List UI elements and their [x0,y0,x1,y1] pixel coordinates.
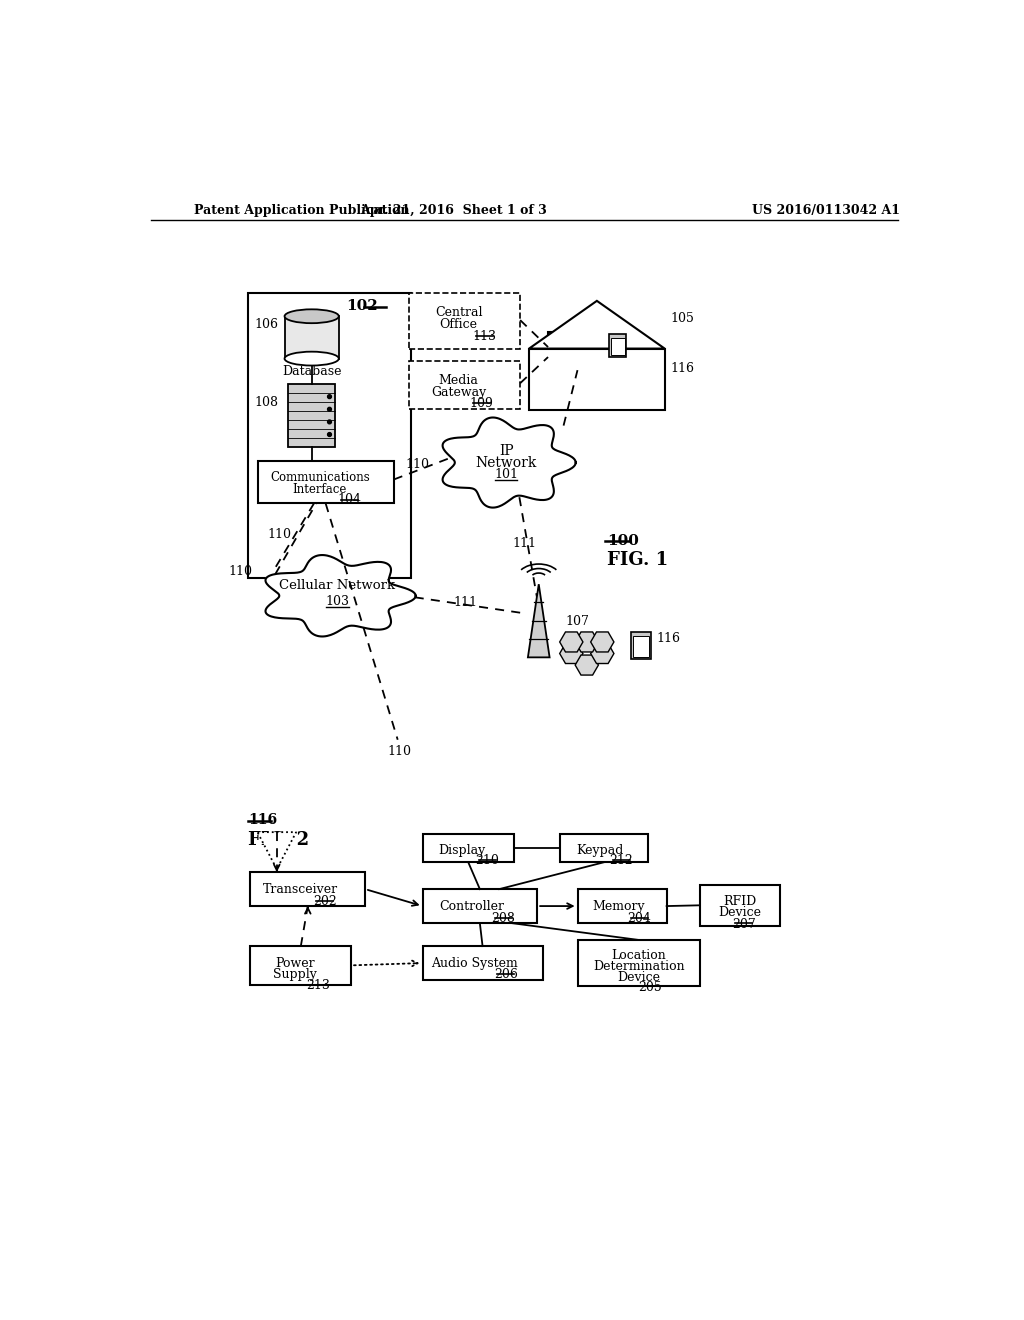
Text: Apr. 21, 2016  Sheet 1 of 3: Apr. 21, 2016 Sheet 1 of 3 [360,205,547,218]
Text: RFID: RFID [723,895,757,908]
Text: 104: 104 [337,494,361,507]
Text: FIG. 1: FIG. 1 [607,552,668,569]
Text: Central: Central [435,306,482,319]
Bar [529,348,665,411]
Text: 210: 210 [476,854,500,867]
Text: 105: 105 [670,313,694,326]
Text: 116: 116 [656,632,681,645]
Text: Cellular Network: Cellular Network [280,579,395,593]
Circle shape [328,433,332,437]
Text: Patent Application Publication: Patent Application Publication [194,205,410,218]
Text: Controller: Controller [439,900,505,913]
Bar [611,338,625,355]
Bar [609,334,627,358]
Text: GW: GW [556,342,579,355]
Text: 106: 106 [254,318,279,331]
Polygon shape [257,832,296,869]
Polygon shape [265,554,416,636]
Polygon shape [560,644,583,664]
Text: 113: 113 [472,330,496,343]
Text: 202: 202 [313,895,337,908]
Text: Keypad: Keypad [577,845,624,858]
Text: FIG. 2: FIG. 2 [248,830,309,849]
Text: Audio System: Audio System [431,957,518,970]
Circle shape [328,420,332,424]
Text: 205: 205 [639,981,663,994]
Bar [423,946,543,979]
Text: IP: IP [499,444,513,458]
Bar [248,293,411,578]
Text: 107: 107 [566,615,590,628]
Bar [410,360,520,409]
Bar [578,890,667,923]
Ellipse shape [285,351,339,366]
Bar [423,890,538,923]
Text: 114: 114 [556,355,580,368]
Text: Display: Display [438,845,485,858]
Polygon shape [575,655,598,675]
Text: 206: 206 [494,969,518,982]
Text: Power: Power [274,957,314,970]
Text: 100: 100 [607,535,639,548]
Text: 208: 208 [492,912,515,925]
Text: 103: 103 [326,594,349,607]
Text: 204: 204 [627,912,651,925]
Text: 212: 212 [609,854,633,867]
Bar [285,317,339,359]
Text: 111: 111 [513,537,537,550]
Text: Determination: Determination [593,960,684,973]
Polygon shape [442,417,575,508]
Text: Device: Device [719,906,762,919]
Text: 116: 116 [670,363,694,375]
Text: Supply: Supply [272,969,316,982]
Text: 102: 102 [346,298,378,313]
Ellipse shape [285,309,339,323]
Text: 101: 101 [495,469,518,482]
Text: 108: 108 [254,396,279,409]
Text: Database: Database [282,364,341,378]
Circle shape [328,408,332,412]
Polygon shape [528,585,550,657]
Polygon shape [529,301,665,348]
Bar [578,940,700,986]
Text: 110: 110 [387,744,412,758]
Text: Communications: Communications [270,471,370,484]
Text: Device: Device [617,970,660,983]
Text: Network: Network [475,455,537,470]
Bar [633,636,649,656]
Bar [251,873,366,906]
Bar [251,946,351,985]
Bar [410,293,520,348]
Bar [632,632,650,659]
Bar [258,461,394,503]
Text: 111: 111 [454,597,478,610]
Bar [548,331,604,370]
Text: 109: 109 [470,397,494,411]
Text: 207: 207 [732,917,756,931]
Text: Location: Location [611,949,666,962]
Text: 110: 110 [228,565,252,578]
Text: Transceiver: Transceiver [262,883,338,896]
Text: Interface: Interface [293,483,347,495]
Text: Office: Office [439,318,477,331]
Bar [560,834,648,862]
Text: 116: 116 [248,813,278,826]
Bar [289,384,335,447]
Polygon shape [591,644,614,664]
Text: Memory: Memory [592,900,644,913]
Text: Media: Media [438,374,478,387]
Polygon shape [591,632,614,652]
Text: 110: 110 [267,528,291,541]
Bar [423,834,514,862]
Text: US 2016/0113042 A1: US 2016/0113042 A1 [752,205,899,218]
Text: 110: 110 [406,458,429,471]
Polygon shape [560,632,583,652]
Polygon shape [575,632,598,652]
Text: Gateway: Gateway [431,385,486,399]
Bar [700,884,779,927]
Text: 213: 213 [306,979,330,993]
Circle shape [328,395,332,399]
